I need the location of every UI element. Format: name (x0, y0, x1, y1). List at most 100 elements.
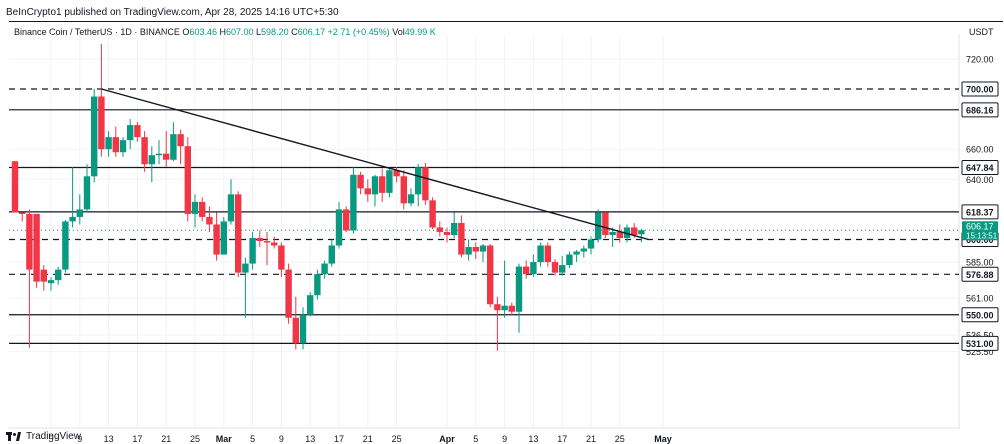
candle-body (494, 304, 501, 311)
candle-body (371, 176, 379, 195)
candle (350, 167, 357, 234)
candle-body (26, 213, 33, 270)
descending-trendline (101, 88, 649, 241)
time-tick-label: 25 (190, 434, 200, 444)
candle (69, 167, 76, 228)
candle (307, 292, 314, 317)
candle-body (127, 125, 134, 141)
candle-body (47, 280, 55, 284)
tradingview-brand[interactable]: TradingView (6, 431, 81, 442)
candle (494, 296, 501, 351)
level-price-tag-box (961, 102, 999, 118)
level-price-tag: 576.88 (961, 266, 999, 282)
chart-legend: Binance Coin / TetherUS · 1D · BINANCE O… (14, 27, 436, 37)
currency-label[interactable]: USDT (969, 27, 994, 37)
level-price-tag-box (961, 266, 999, 282)
time-tick-label: 17 (132, 434, 142, 444)
candle (148, 146, 155, 183)
candle-body (616, 231, 623, 238)
legend-symbol: Binance Coin / TetherUS · 1D · BINANCE (14, 27, 180, 37)
candle-body (465, 247, 472, 255)
time-axis[interactable]: 5 9 13 17 21 25 Mar 5 9 13 17 21 25 Apr 5 9 13 17 21 25 May (48, 434, 671, 444)
candle-body (155, 153, 163, 156)
candle-body (350, 174, 357, 231)
brand-label: TradingView (26, 431, 82, 442)
time-tick-label: 25 (392, 434, 402, 444)
candle (263, 231, 271, 266)
time-tick-label: 25 (615, 434, 625, 444)
level-price-tag: 700.00 (961, 81, 999, 97)
candle-body (393, 170, 400, 177)
legend-volume-label: Vol (392, 27, 405, 37)
time-tick-label: 13 (305, 434, 315, 444)
candle (220, 216, 227, 255)
candle-body (479, 245, 487, 252)
price-tick-label: 585.00 (966, 258, 994, 268)
candle (105, 131, 112, 157)
candle (371, 174, 379, 207)
candle-body (69, 216, 76, 222)
legend-close-value: 606.17 (297, 27, 326, 37)
price-tick-label: 720.00 (966, 54, 994, 64)
candle-body (148, 155, 155, 165)
candle-body (170, 134, 177, 160)
candle-body (429, 200, 436, 228)
candle (566, 251, 573, 269)
candle-body (278, 245, 285, 270)
candle-body (472, 247, 479, 252)
candle (386, 167, 393, 198)
trend-layer (101, 88, 649, 241)
legend-change: +2.71 (+0.45%) (327, 27, 390, 37)
candle (184, 137, 191, 222)
candle-body (530, 262, 537, 275)
candle (479, 244, 487, 263)
level-price-tag-label: 550.00 (966, 310, 994, 320)
candle (364, 179, 371, 202)
candle-body (436, 227, 443, 232)
candle-body (314, 274, 321, 296)
candle-body (544, 245, 551, 263)
candle-body (184, 146, 191, 214)
candle (155, 140, 163, 165)
candle (271, 236, 278, 249)
candle (573, 250, 580, 263)
candle (379, 168, 386, 202)
time-tick-label: 17 (557, 434, 567, 444)
time-tick-label: 17 (334, 434, 344, 444)
level-price-tag-label: 647.84 (966, 163, 994, 173)
price-axis[interactable]: 720.00 660.00 640.00 585.00 561.00 536.50 525.… (961, 54, 999, 357)
candle-body (134, 125, 141, 138)
legend-high-label: H (219, 27, 226, 37)
candle-body (163, 153, 170, 160)
candle (19, 212, 26, 222)
candle (26, 209, 33, 348)
candle-body (357, 174, 364, 189)
candle (343, 206, 350, 232)
candle-body (285, 269, 292, 318)
candle (83, 164, 91, 213)
candle (487, 244, 494, 308)
time-tick-label: 9 (77, 434, 82, 444)
candle (530, 254, 537, 278)
candle-body (242, 263, 249, 273)
candles-layer (11, 43, 645, 351)
candle-body (515, 266, 523, 312)
candle (422, 162, 429, 205)
price-tick-label: 536.50 (966, 331, 994, 341)
time-tick-label: Apr (439, 434, 455, 444)
candle (436, 221, 443, 237)
candle (249, 231, 256, 270)
price-tick-label: 640.00 (966, 175, 994, 185)
candle-body (638, 230, 645, 235)
candle-body (609, 231, 616, 235)
candle-body (587, 239, 595, 249)
level-price-tag-box (961, 81, 999, 97)
candle (616, 224, 623, 243)
candle-body (227, 194, 235, 222)
candle (33, 213, 40, 288)
time-tick-label: 21 (586, 434, 596, 444)
candle-body (379, 176, 386, 193)
candle-body (386, 170, 393, 193)
candle-body (443, 231, 451, 235)
